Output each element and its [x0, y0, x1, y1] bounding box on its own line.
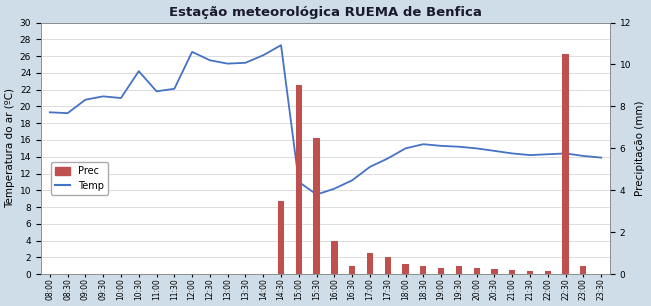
Temp — [348, 178, 356, 182]
Line: Temp: Temp — [50, 45, 601, 195]
Temp — [259, 53, 267, 57]
Bar — [580, 266, 587, 274]
Bar — [278, 201, 284, 274]
Temp — [508, 151, 516, 155]
Temp — [277, 43, 285, 47]
Title: Estação meteorológica RUEMA de Benfica: Estação meteorológica RUEMA de Benfica — [169, 6, 482, 19]
Temp — [437, 144, 445, 148]
Bar — [509, 270, 516, 274]
Bar — [349, 266, 355, 274]
Legend: Prec, Temp: Prec, Temp — [51, 162, 107, 195]
Bar — [545, 271, 551, 274]
Temp — [224, 62, 232, 65]
Temp — [544, 152, 551, 156]
Temp — [473, 147, 480, 150]
Temp — [206, 58, 214, 62]
Temp — [295, 180, 303, 184]
Bar — [296, 85, 302, 274]
Temp — [419, 142, 427, 146]
Y-axis label: Precipitação (mm): Precipitação (mm) — [635, 101, 645, 196]
Temp — [526, 153, 534, 157]
Temp — [152, 89, 160, 93]
Bar — [527, 271, 533, 274]
Temp — [597, 156, 605, 159]
Temp — [117, 96, 125, 100]
Temp — [331, 187, 339, 191]
Temp — [455, 145, 463, 148]
Temp — [366, 165, 374, 169]
Temp — [242, 61, 249, 65]
Temp — [64, 111, 72, 115]
Temp — [402, 147, 409, 150]
Temp — [81, 98, 89, 102]
Temp — [100, 95, 107, 98]
Temp — [312, 193, 320, 196]
Temp — [171, 87, 178, 91]
Y-axis label: Temperatura do ar (ºC): Temperatura do ar (ºC) — [6, 88, 16, 208]
Temp — [46, 110, 54, 114]
Temp — [491, 149, 499, 153]
Bar — [456, 266, 462, 274]
Temp — [562, 151, 570, 155]
Temp — [384, 157, 392, 160]
Bar — [402, 264, 409, 274]
Bar — [473, 268, 480, 274]
Bar — [385, 257, 391, 274]
Bar — [331, 241, 337, 274]
Bar — [492, 269, 497, 274]
Temp — [188, 50, 196, 54]
Bar — [367, 253, 373, 274]
Bar — [314, 138, 320, 274]
Temp — [135, 69, 143, 73]
Bar — [420, 266, 426, 274]
Temp — [579, 154, 587, 158]
Bar — [438, 268, 444, 274]
Bar — [562, 54, 569, 274]
